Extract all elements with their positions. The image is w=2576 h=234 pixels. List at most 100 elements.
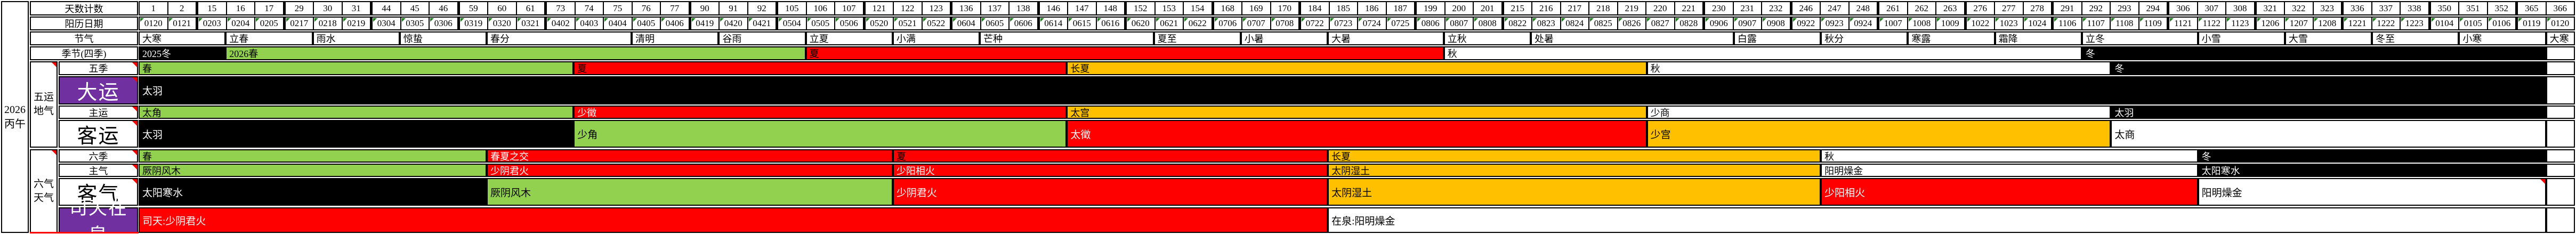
group-liuqi-tianqi[interactable]: 六气 天气 xyxy=(30,149,58,233)
band-segment[interactable]: 春夏之交 xyxy=(487,149,893,163)
day-count-cell[interactable]: 294 xyxy=(2138,1,2168,15)
day-count-cell[interactable]: 217 xyxy=(1560,1,1589,15)
band-segment[interactable]: 少宫 xyxy=(1646,120,2111,148)
date-cell[interactable]: 0808 xyxy=(1473,17,1503,30)
day-count-cell[interactable]: 221 xyxy=(1674,1,1703,15)
band-segment[interactable]: 厥阴风木 xyxy=(139,164,487,177)
date-cell[interactable]: 0822 xyxy=(1501,17,1532,30)
date-cell[interactable]: 0505 xyxy=(805,17,835,30)
date-cell[interactable]: 0504 xyxy=(776,17,807,30)
row-label-four-seasons[interactable]: 季节(四季) xyxy=(30,46,138,60)
row-label-keyun[interactable]: 客运 xyxy=(59,120,138,148)
band-segment[interactable]: 少阴君火 xyxy=(487,164,893,177)
day-count-cell[interactable]: 218 xyxy=(1588,1,1618,15)
day-count-cell[interactable]: 74 xyxy=(574,1,604,15)
day-count-cell[interactable]: 59 xyxy=(457,1,488,15)
date-cell[interactable]: 0908 xyxy=(1761,17,1791,30)
date-cell[interactable]: 0806 xyxy=(1414,17,1446,30)
date-cell[interactable]: 0104 xyxy=(2428,17,2459,30)
day-count-cell[interactable]: 219 xyxy=(1617,1,1646,15)
jieqi-cell[interactable]: 清明 xyxy=(632,31,719,45)
jieqi-cell[interactable]: 雨水 xyxy=(312,31,400,45)
date-cell[interactable]: 0620 xyxy=(1124,17,1156,30)
row-label-zhuqi[interactable]: 主气 xyxy=(59,164,138,177)
day-count-cell[interactable]: 31 xyxy=(341,1,371,15)
day-count-cell[interactable]: 29 xyxy=(282,1,314,15)
day-count-cell[interactable]: 121 xyxy=(862,1,894,15)
date-cell[interactable]: 0826 xyxy=(1617,17,1646,30)
date-cell[interactable]: 0120 xyxy=(2545,17,2575,30)
jieqi-cell[interactable]: 立夏 xyxy=(805,31,893,45)
date-cell[interactable]: 0604 xyxy=(950,17,981,30)
date-cell[interactable]: 0321 xyxy=(515,17,545,30)
date-cell[interactable]: 0616 xyxy=(1095,17,1125,30)
day-count-cell[interactable]: 350 xyxy=(2428,1,2459,15)
day-count-cell[interactable]: 45 xyxy=(400,1,430,15)
date-cell[interactable]: 0106 xyxy=(2486,17,2516,30)
jieqi-cell[interactable]: 秋分 xyxy=(1821,31,1908,45)
date-cell[interactable]: 0706 xyxy=(1211,17,1242,30)
band-segment[interactable]: 冬 xyxy=(2081,46,2546,60)
date-cell[interactable]: 1223 xyxy=(2400,17,2429,30)
band-segment[interactable]: 2026春 xyxy=(225,46,806,60)
day-count-cell[interactable]: 336 xyxy=(2341,1,2372,15)
date-cell[interactable]: 0421 xyxy=(747,17,777,30)
jieqi-cell[interactable]: 冬至 xyxy=(2372,31,2459,45)
day-count-cell[interactable]: 105 xyxy=(776,1,807,15)
band-segment[interactable]: 长夏 xyxy=(1067,61,1647,75)
jieqi-cell[interactable]: 惊蛰 xyxy=(399,31,487,45)
day-count-cell[interactable]: 106 xyxy=(805,1,835,15)
date-cell[interactable]: 1108 xyxy=(2110,17,2139,30)
date-cell[interactable]: 0205 xyxy=(254,17,284,30)
date-cell[interactable]: 0622 xyxy=(1183,17,1213,30)
band-segment[interactable]: 少阴君火 xyxy=(892,178,1328,206)
day-count-cell[interactable]: 44 xyxy=(370,1,401,15)
day-count-cell[interactable]: 232 xyxy=(1761,1,1791,15)
row-label-five-seasons[interactable]: 五季 xyxy=(59,61,138,75)
date-cell[interactable]: 0823 xyxy=(1531,17,1561,30)
band-segment[interactable]: 冬 xyxy=(2111,61,2546,75)
date-cell[interactable]: 0722 xyxy=(1298,17,1330,30)
date-cell[interactable]: 0419 xyxy=(688,17,720,30)
day-count-cell[interactable]: 107 xyxy=(834,1,864,15)
date-cell[interactable]: 0606 xyxy=(1008,17,1038,30)
day-count-cell[interactable]: 148 xyxy=(1095,1,1125,15)
day-count-cell[interactable]: 75 xyxy=(603,1,633,15)
date-cell[interactable]: 1024 xyxy=(2022,17,2052,30)
day-count-cell[interactable]: 122 xyxy=(893,1,923,15)
day-count-cell[interactable]: 46 xyxy=(429,1,458,15)
date-cell[interactable]: 1221 xyxy=(2341,17,2372,30)
day-count-cell[interactable]: 337 xyxy=(2371,1,2401,15)
band-segment[interactable]: 太阴湿土 xyxy=(1328,178,1821,206)
day-count-cell[interactable]: 77 xyxy=(660,1,690,15)
day-count-cell[interactable]: 185 xyxy=(1328,1,1358,15)
day-count-cell[interactable]: 277 xyxy=(1994,1,2024,15)
day-count-cell[interactable]: 91 xyxy=(718,1,748,15)
date-cell[interactable]: 0807 xyxy=(1444,17,1474,30)
day-count-cell[interactable]: 308 xyxy=(2225,1,2255,15)
day-count-cell[interactable]: 215 xyxy=(1501,1,1532,15)
date-cell[interactable]: 1023 xyxy=(1994,17,2024,30)
band-segment[interactable]: 太羽 xyxy=(139,120,574,148)
day-count-cell[interactable]: 352 xyxy=(2486,1,2516,15)
day-count-cell[interactable]: 169 xyxy=(1241,1,1271,15)
date-cell[interactable]: 0119 xyxy=(2515,17,2547,30)
day-count-cell[interactable]: 60 xyxy=(487,1,517,15)
jieqi-cell[interactable]: 小雪 xyxy=(2198,31,2285,45)
day-count-cell[interactable]: 366 xyxy=(2545,1,2575,15)
jieqi-cell[interactable]: 处暑 xyxy=(1531,31,1734,45)
row-label-jieqi[interactable]: 节气 xyxy=(30,31,138,45)
day-count-cell[interactable]: 338 xyxy=(2400,1,2429,15)
jieqi-cell[interactable]: 大寒 xyxy=(2546,31,2575,45)
day-count-cell[interactable]: 291 xyxy=(2051,1,2082,15)
day-count-cell[interactable]: 248 xyxy=(1848,1,1878,15)
empty-cell[interactable] xyxy=(2546,120,2575,148)
day-count-cell[interactable]: 263 xyxy=(1935,1,1965,15)
date-cell[interactable]: 0922 xyxy=(1789,17,1821,30)
date-cell[interactable]: 1022 xyxy=(1964,17,1995,30)
day-count-cell[interactable]: 136 xyxy=(950,1,981,15)
day-count-cell[interactable]: 200 xyxy=(1444,1,1474,15)
date-cell[interactable]: 1009 xyxy=(1935,17,1965,30)
band-segment[interactable]: 长夏 xyxy=(1328,149,1821,163)
band-segment[interactable]: 阳明燥金 xyxy=(2198,178,2546,206)
